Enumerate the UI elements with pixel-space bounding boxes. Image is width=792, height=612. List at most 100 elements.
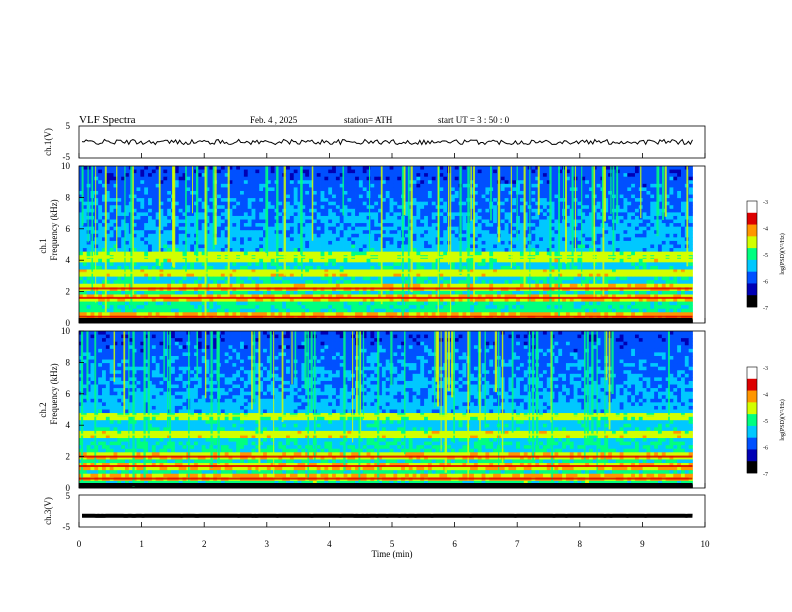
spectrogram-cell xyxy=(404,212,410,217)
spectrogram-cell xyxy=(485,240,490,245)
spectrogram-cell xyxy=(324,190,329,195)
spectrogram-cell xyxy=(320,226,325,231)
spectrogram-cell xyxy=(259,251,264,256)
spectrogram-cell xyxy=(604,212,609,217)
spectrogram-cell xyxy=(439,233,444,238)
spectrogram-cell xyxy=(688,240,693,245)
spectrogram-cell xyxy=(424,237,429,242)
spectrogram-cell xyxy=(473,198,479,203)
spectrogram-cell xyxy=(680,244,686,249)
spectrogram-cell xyxy=(255,244,260,249)
spectrogram-cell xyxy=(565,269,571,274)
spectrogram-cell xyxy=(358,244,364,249)
spectrogram-cell xyxy=(634,269,640,274)
spectrogram-cell xyxy=(113,258,118,263)
spectrogram-cell xyxy=(362,262,367,267)
spectrogram-cell xyxy=(343,240,348,245)
spectrogram-cell xyxy=(596,201,601,206)
spectrogram-cell xyxy=(504,219,509,224)
spectrogram-cell xyxy=(366,219,371,224)
spectrogram-cell xyxy=(615,237,621,242)
spectrogram-cell xyxy=(665,269,670,274)
spectrogram-cell xyxy=(266,173,272,178)
spectrogram-cell xyxy=(481,173,486,178)
spectrogram-cell xyxy=(558,187,563,192)
spectrogram-cell xyxy=(588,169,594,174)
spectrogram-cell xyxy=(240,273,245,278)
spectrogram-cell xyxy=(358,269,364,274)
spectrogram-cell xyxy=(343,251,348,256)
spectrogram-cell xyxy=(151,212,157,217)
spectrogram-cell xyxy=(546,176,552,181)
spectrogram-cell xyxy=(163,230,168,235)
spectrogram-cell xyxy=(427,212,433,217)
spectrogram-cell xyxy=(343,190,348,195)
spectrogram-cell xyxy=(301,194,306,199)
spectrogram-cell xyxy=(240,180,245,185)
spectrogram-cell xyxy=(470,166,475,170)
spectrogram-cell xyxy=(531,273,536,278)
spectrogram-cell xyxy=(370,201,375,206)
spectrogram-cell xyxy=(378,248,383,253)
spectrogram-cell xyxy=(194,265,199,270)
spectrogram-cell xyxy=(220,187,226,192)
spectrogram-cell xyxy=(581,215,586,220)
spectrogram-cell xyxy=(240,244,245,249)
spectrogram-cell xyxy=(205,223,210,228)
spectrogram-cell xyxy=(148,262,153,267)
spectrogram-cell xyxy=(489,269,494,274)
spectrogram-cell xyxy=(673,194,678,199)
spectrogram-cell xyxy=(163,244,168,249)
spectrogram-cell xyxy=(585,190,590,195)
spectrogram-cell xyxy=(493,173,498,178)
spectrogram-cell xyxy=(539,205,544,210)
spectrogram-cell xyxy=(309,190,314,195)
spectrogram-cell xyxy=(596,190,601,195)
spectrogram-cell xyxy=(420,215,425,220)
spectrogram-cell xyxy=(259,223,264,228)
spectrogram-cell xyxy=(209,251,214,256)
spectrogram-cell xyxy=(485,176,490,181)
spectrogram-cell xyxy=(328,248,333,253)
spectrogram-cell xyxy=(343,201,348,206)
spectrogram-cell xyxy=(301,208,306,213)
spectrogram-cell xyxy=(79,187,84,192)
spectrogram-cell xyxy=(232,201,237,206)
spectrogram-cell xyxy=(650,226,655,231)
spectrogram-cell xyxy=(109,215,114,220)
spectrogram-cell xyxy=(431,173,436,178)
spectrogram-cell xyxy=(596,269,601,274)
spectrogram-cell xyxy=(378,187,383,192)
spectrogram-cell xyxy=(562,226,567,231)
spectrogram-cell xyxy=(535,176,540,181)
spectrogram-cell xyxy=(259,237,264,242)
spectrogram-cell xyxy=(125,208,130,213)
spectrogram-cell xyxy=(565,230,571,235)
spectrogram-cell xyxy=(293,180,298,185)
spectrogram-cell xyxy=(109,212,114,217)
spectrogram-cell xyxy=(473,233,479,238)
spectrogram-cell xyxy=(577,176,582,181)
spectrogram-cell xyxy=(362,251,367,256)
spectrogram-cell xyxy=(424,262,429,267)
spectrogram-cell xyxy=(98,176,103,181)
spectrogram-cell xyxy=(385,201,390,206)
spectrogram-cell xyxy=(370,190,375,195)
spectrogram-cell xyxy=(539,212,544,217)
spectrogram-cell xyxy=(523,223,528,228)
spectrogram-cell xyxy=(424,205,429,210)
spectrogram-cell xyxy=(102,183,107,188)
spectrogram-cell xyxy=(159,176,164,181)
spectrogram-cell xyxy=(309,262,314,267)
spectrogram-cell xyxy=(332,208,337,213)
spectrogram-cell xyxy=(163,173,168,178)
spectrogram-cell xyxy=(320,251,325,256)
spectrogram-cell xyxy=(562,233,567,238)
spectrogram-cell xyxy=(194,269,199,274)
spectrogram-cell xyxy=(669,212,674,217)
spectrogram-cell xyxy=(328,262,333,267)
spectrogram-cell xyxy=(565,237,571,242)
spectrogram-cell xyxy=(343,198,348,203)
spectrogram-cell xyxy=(125,219,130,224)
spectrogram-cell xyxy=(148,169,153,174)
